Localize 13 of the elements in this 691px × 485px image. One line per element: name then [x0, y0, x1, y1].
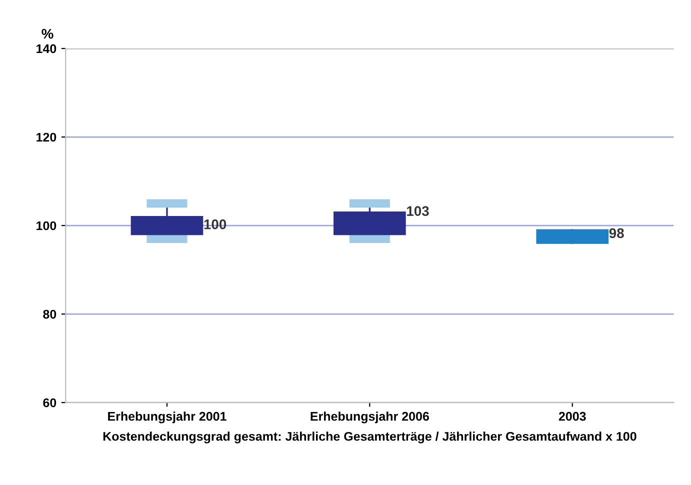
y-tick-label: 100: [36, 221, 56, 230]
y-axis-title: %: [42, 28, 54, 39]
x-axis-title: Kostendeckungsgrad gesamt: Jährliche Gesamterträge / Jährlicher Gesamtaufwand x 100: [103, 432, 636, 444]
y-tick-label: 60: [43, 398, 56, 408]
text: 98: [609, 228, 624, 238]
x-tick-label: 2003: [558, 412, 586, 421]
text: 103: [407, 206, 429, 216]
x-tick-label: Erhebungsjahr 2001: [108, 412, 226, 424]
y-tick-label: 140: [36, 44, 56, 54]
y-tick-label: 80: [43, 310, 56, 319]
x-tick-label: Erhebungsjahr 2006: [310, 412, 429, 424]
text: 100: [204, 219, 226, 230]
y-tick-label: 120: [36, 132, 56, 142]
